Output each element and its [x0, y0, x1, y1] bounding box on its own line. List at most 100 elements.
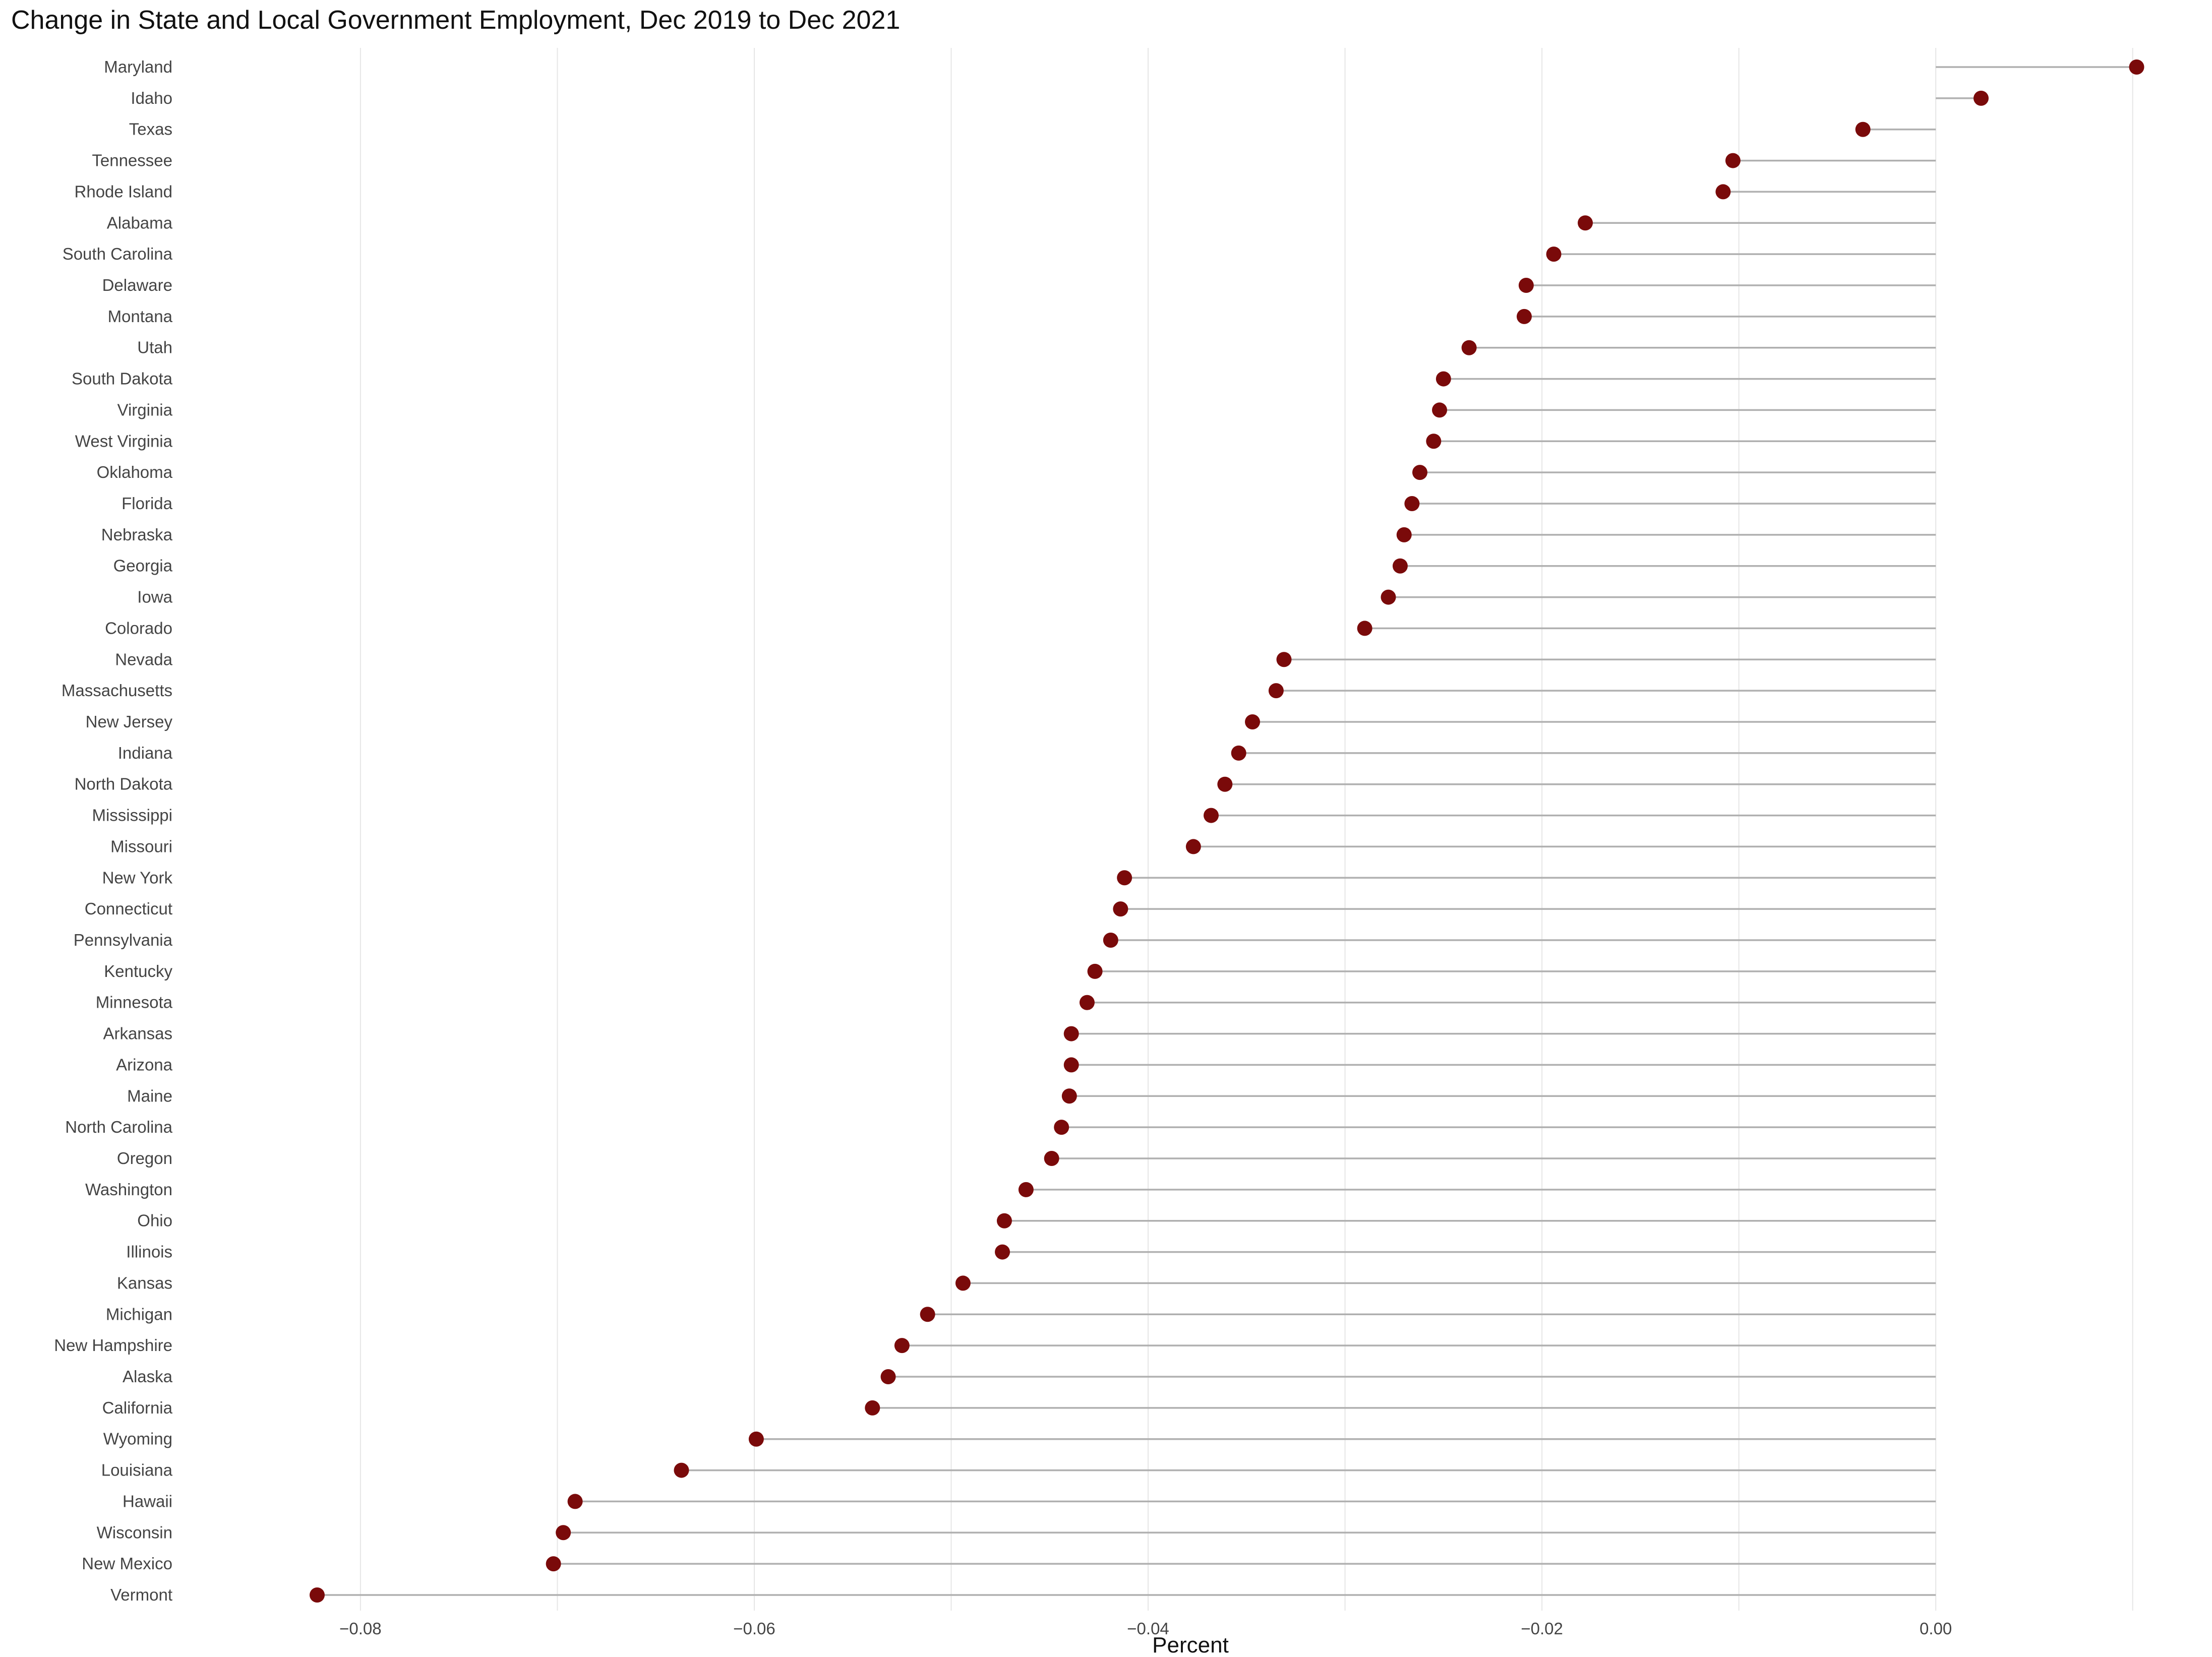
y-tick-label: Washington [85, 1180, 172, 1199]
point-hawaii [567, 1494, 583, 1509]
y-tick-label: North Dakota [75, 775, 173, 793]
y-tick-label: Tennessee [92, 151, 172, 170]
x-tick-label: 0.00 [1920, 1619, 1952, 1638]
point-rhode-island [1715, 184, 1731, 200]
point-north-dakota [1217, 776, 1233, 792]
y-tick-label: Virginia [117, 400, 173, 419]
y-tick-label: Vermont [110, 1585, 172, 1604]
y-tick-label: Pennsylvania [74, 931, 173, 949]
point-new-mexico [546, 1556, 561, 1572]
y-tick-label: Michigan [106, 1305, 172, 1323]
y-tick-label: Wisconsin [97, 1523, 172, 1542]
point-minnesota [1079, 995, 1095, 1010]
y-tick-label: California [102, 1398, 173, 1417]
y-tick-label: Maine [127, 1086, 172, 1105]
point-alaska [880, 1369, 896, 1384]
y-tick-label: South Carolina [63, 244, 173, 263]
point-kentucky [1087, 963, 1103, 979]
y-tick-label: Utah [137, 338, 172, 357]
point-maryland [2129, 59, 2144, 75]
point-arizona [1063, 1057, 1079, 1073]
point-wyoming [748, 1431, 764, 1447]
stems [317, 66, 2137, 1596]
y-tick-label: Texas [129, 120, 172, 139]
point-georgia [1392, 558, 1408, 574]
point-oregon [1044, 1151, 1059, 1166]
point-west-virginia [1426, 434, 1442, 449]
point-mississippi [1204, 808, 1219, 823]
y-tick-label: Iowa [137, 588, 172, 606]
y-tick-label: New Jersey [86, 712, 173, 731]
y-tick-label: Alabama [107, 213, 173, 232]
point-kansas [955, 1275, 971, 1291]
y-tick-label: Louisiana [101, 1461, 173, 1480]
y-tick-label: Oklahoma [97, 463, 173, 481]
point-virginia [1432, 402, 1448, 418]
x-tick-labels: −0.08 −0.06 −0.04 −0.02 0.00 [339, 1619, 1952, 1638]
point-connecticut [1113, 901, 1128, 917]
y-tick-label: Kansas [117, 1273, 172, 1292]
y-tick-label: South Dakota [72, 370, 173, 388]
point-massachusetts [1268, 683, 1284, 699]
x-axis-title: Percent [1152, 1633, 1229, 1657]
y-tick-label: Wyoming [103, 1430, 172, 1448]
y-tick-label: Mississippi [92, 806, 172, 825]
y-tick-label: New Hampshire [54, 1336, 172, 1355]
grid-lines [360, 48, 2133, 1611]
chart-title: Change in State and Local Government Emp… [11, 6, 901, 35]
point-south-carolina [1546, 247, 1562, 262]
point-louisiana [674, 1462, 689, 1478]
y-tick-label: Indiana [118, 744, 173, 762]
y-tick-label: New York [102, 868, 173, 887]
point-nebraska [1396, 527, 1412, 542]
point-california [865, 1400, 880, 1416]
y-tick-label: Nevada [115, 650, 172, 668]
y-tick-label: Delaware [102, 276, 172, 294]
point-delaware [1518, 278, 1534, 293]
point-alabama [1578, 215, 1593, 231]
y-tick-label: Arizona [116, 1055, 173, 1074]
point-new-hampshire [894, 1338, 910, 1354]
y-tick-label: Georgia [113, 557, 173, 575]
y-tick-label: Colorado [105, 619, 172, 637]
y-tick-label: Connecticut [85, 899, 172, 918]
y-tick-label: Nebraska [101, 525, 173, 544]
point-illinois [995, 1244, 1010, 1260]
y-tick-label: North Carolina [65, 1118, 172, 1136]
point-missouri [1185, 839, 1201, 854]
point-nevada [1276, 652, 1292, 667]
point-maine [1061, 1088, 1077, 1104]
point-tennessee [1725, 153, 1741, 168]
point-idaho [1973, 90, 1989, 106]
point-vermont [309, 1587, 325, 1603]
point-washington [1018, 1182, 1034, 1197]
y-tick-label: Illinois [126, 1243, 172, 1261]
point-michigan [920, 1307, 935, 1322]
point-colorado [1357, 621, 1372, 636]
point-iowa [1381, 589, 1396, 605]
y-tick-label: Ohio [137, 1211, 172, 1230]
y-tick-label: Hawaii [123, 1492, 172, 1510]
y-tick-label: New Mexico [82, 1554, 172, 1573]
point-indiana [1231, 745, 1246, 761]
y-tick-label: Minnesota [96, 993, 173, 1012]
y-tick-label: West Virginia [75, 432, 173, 450]
point-south-dakota [1436, 371, 1451, 387]
x-tick-label: −0.06 [733, 1619, 775, 1638]
point-pennsylvania [1103, 933, 1118, 948]
point-montana [1516, 309, 1532, 324]
x-tick-label: −0.04 [1127, 1619, 1169, 1638]
x-tick-label: −0.08 [339, 1619, 382, 1638]
point-new-jersey [1245, 714, 1261, 729]
point-utah [1461, 340, 1477, 355]
point-texas [1855, 121, 1871, 137]
point-wisconsin [556, 1525, 571, 1541]
y-tick-label: Kentucky [104, 962, 172, 980]
y-tick-label: Rhode Island [75, 182, 172, 201]
y-tick-label: Maryland [104, 57, 172, 76]
y-tick-label: Oregon [117, 1149, 172, 1168]
y-tick-label: Massachusetts [62, 681, 172, 700]
point-new-york [1117, 870, 1132, 886]
points [309, 59, 2144, 1603]
